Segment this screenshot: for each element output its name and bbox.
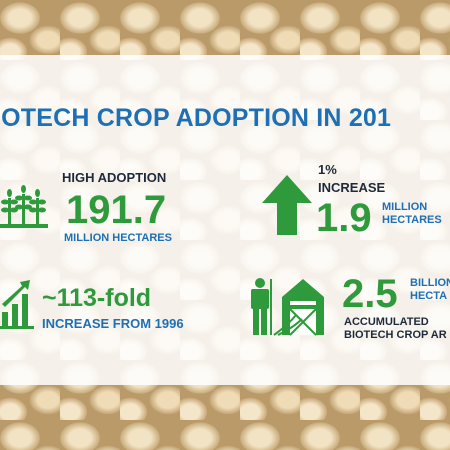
high-adoption-unit: MILLION HECTARES <box>64 232 172 244</box>
accumulated-label-line1: ACCUMULATED <box>344 316 429 328</box>
fold-label: INCREASE FROM 1996 <box>42 316 184 331</box>
white-info-panel <box>0 55 450 385</box>
high-adoption-value: 191.7 <box>66 188 167 232</box>
accumulated-unit-line2: HECTA <box>410 290 448 302</box>
increase-value: 1.9 <box>316 196 372 240</box>
accumulated-label-line2: BIOTECH CROP AR <box>344 329 447 341</box>
accumulated-unit-line1: BILLION <box>410 277 450 289</box>
infographic-title: IOTECH CROP ADOPTION IN 201 <box>0 104 392 132</box>
fold-value: ~113-fold <box>42 284 152 312</box>
farmer-barn-icon <box>251 278 324 336</box>
wheat-icon <box>0 185 48 228</box>
high-adoption-label: HIGH ADOPTION <box>62 170 167 185</box>
increase-unit-line1: MILLION <box>382 201 428 213</box>
increase-label: INCREASE <box>318 180 386 195</box>
increase-unit-line2: HECTARES <box>382 214 442 226</box>
up-arrow-icon <box>262 175 312 235</box>
accumulated-value: 2.5 <box>342 272 398 316</box>
increase-percent: 1% <box>318 162 337 177</box>
bar-chart-trend-icon <box>0 280 34 329</box>
